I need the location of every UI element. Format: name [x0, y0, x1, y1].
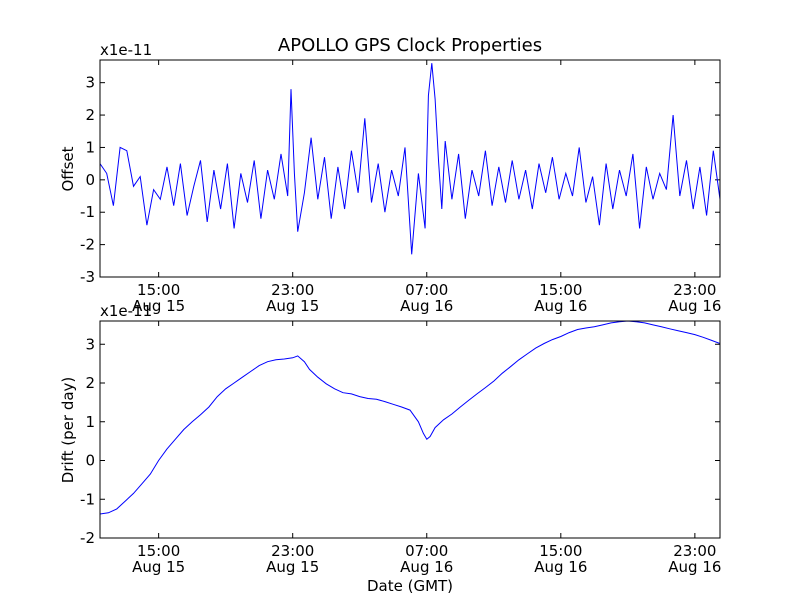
offset-scale-label: x1e-11: [100, 41, 152, 59]
drift-panel: x1e-11 Drift (per day) -2-1012315:00Aug …: [59, 302, 721, 576]
drift-x-tick-label-date: Aug 15: [266, 558, 319, 576]
offset-y-tick-label: 1: [85, 138, 95, 156]
offset-y-tick-label: 2: [85, 106, 95, 124]
chart-title: APOLLO GPS Clock Properties: [278, 35, 542, 56]
drift-x-tick-label-time: 15:00: [539, 542, 582, 560]
offset-x-tick-label-time: 15:00: [539, 281, 582, 299]
offset-x-tick-label-time: 23:00: [271, 281, 314, 299]
drift-x-axis-label: Date (GMT): [367, 577, 453, 595]
drift-x-tick-label-time: 15:00: [137, 542, 180, 560]
offset-x-tick-label-date: Aug 16: [400, 297, 453, 315]
drift-x-tick-label-date: Aug 16: [400, 558, 453, 576]
offset-x-tick-label-time: 23:00: [673, 281, 716, 299]
drift-y-tick-label: 0: [85, 452, 95, 470]
drift-y-tick-label: -1: [80, 490, 95, 508]
offset-y-tick-label: -1: [80, 203, 95, 221]
offset-y-tick-label: -2: [80, 236, 95, 254]
drift-y-axis-label: Drift (per day): [59, 377, 77, 484]
drift-series-line: [100, 321, 720, 515]
drift-plot-frame: [99, 320, 721, 539]
drift-y-tick-label: -2: [80, 529, 95, 547]
drift-x-tick-label-date: Aug 15: [132, 558, 185, 576]
drift-x-tick-label-time: 07:00: [405, 542, 448, 560]
offset-y-axis-label: Offset: [59, 146, 77, 191]
drift-y-tick-label: 3: [85, 335, 95, 353]
offset-x-tick-label-time: 15:00: [137, 281, 180, 299]
offset-x-tick-label-date: Aug 15: [132, 297, 185, 315]
drift-x-tick-label-time: 23:00: [271, 542, 314, 560]
offset-x-tick-label-time: 07:00: [405, 281, 448, 299]
offset-y-tick-label: 3: [85, 74, 95, 92]
drift-x-tick-label-date: Aug 16: [668, 558, 721, 576]
drift-y-tick-label: 1: [85, 413, 95, 431]
drift-y-tick-label: 2: [85, 374, 95, 392]
offset-x-tick-label-date: Aug 16: [534, 297, 587, 315]
offset-y-tick-label: -3: [80, 268, 95, 286]
offset-y-tick-label: 0: [85, 171, 95, 189]
offset-series-line: [100, 63, 720, 255]
offset-x-tick-label-date: Aug 15: [266, 297, 319, 315]
offset-x-tick-label-date: Aug 16: [668, 297, 721, 315]
drift-scale-label: x1e-11: [100, 302, 152, 320]
offset-plot-frame: [99, 59, 721, 278]
drift-x-tick-label-date: Aug 16: [534, 558, 587, 576]
drift-x-tick-label-time: 23:00: [673, 542, 716, 560]
